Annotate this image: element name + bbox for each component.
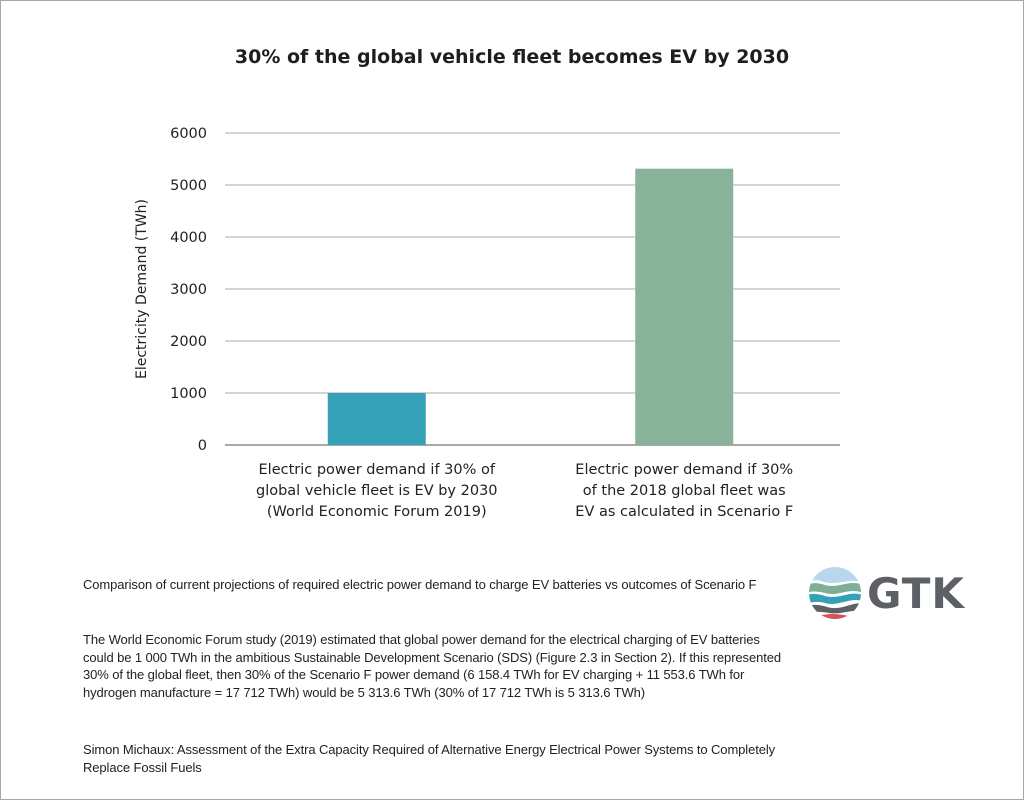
y-tick-label: 3000 [170,282,207,298]
bar-1 [327,393,426,445]
y-tick-label: 1000 [170,386,207,402]
gtk-logo-text: GTK [867,569,965,618]
logo-band [817,614,853,619]
x-category-label-line: EV as calculated in Scenario F [575,504,794,520]
x-category-label-line: Electric power demand if 30% of [258,462,495,478]
x-category-label-line: Electric power demand if 30% [575,462,794,478]
y-tick-label: 6000 [170,126,207,142]
caption-detail: The World Economic Forum study (2019) es… [83,632,781,700]
gtk-globe-icon [809,567,861,619]
x-category-label-line: of the 2018 global fleet was [582,483,786,499]
logo-band [809,603,861,614]
caption-summary: Comparison of current projections of req… [83,577,757,592]
y-tick-label: 2000 [170,334,207,350]
gtk-logo: GTK [807,565,977,625]
caption-source: Simon Michaux: Assessment of the Extra C… [83,742,776,775]
logo-band [809,567,861,583]
x-category-label-line: global vehicle fleet is EV by 2030 [255,483,498,499]
y-tick-label: 5000 [170,178,207,194]
y-tick-label: 4000 [170,230,207,246]
gridlines [225,132,840,446]
logo-band [809,593,861,604]
bar-chart: 0 1000 2000 3000 4000 5000 6000 Electricity De… [134,126,840,454]
x-category-label-1: Electric power demand if 30% of global ve… [227,460,527,523]
x-category-label-line: (World Economic Forum 2019) [266,504,487,520]
x-category-label-2: Electric power demand if 30% of the 2018 … [534,460,834,523]
y-tick-label: 0 [198,438,207,454]
logo-band [809,583,861,594]
bars [327,168,734,445]
y-tick-labels: 0 1000 2000 3000 4000 5000 6000 [170,126,207,454]
chart-title: 30% of the global vehicle fleet becomes … [234,46,790,68]
bar-2 [635,168,734,445]
y-axis-label: Electricity Demand (TWh) [134,199,150,379]
